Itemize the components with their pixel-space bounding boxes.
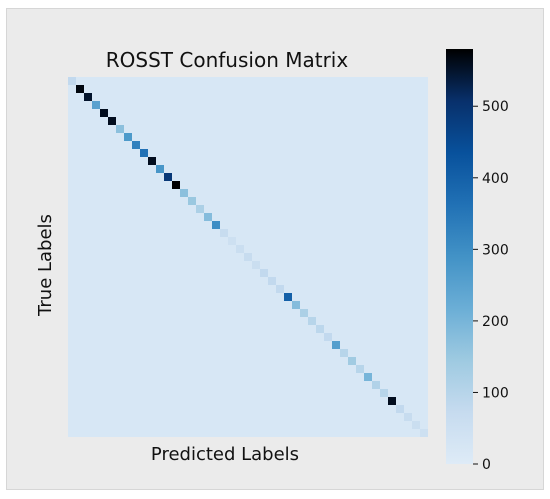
- heatmap-cell-diagonal-23: [252, 261, 260, 269]
- heatmap-cell-diagonal-1: [76, 85, 84, 93]
- heatmap-cell-diagonal-11: [156, 165, 164, 173]
- heatmap-cell-diagonal-28: [292, 301, 300, 309]
- heatmap-cell-diagonal-19: [220, 229, 228, 237]
- colorbar-tick-label-100: 100: [482, 385, 509, 401]
- colorbar-tick-label-0: 0: [482, 457, 491, 473]
- colorbar-tick-label-300: 300: [482, 242, 509, 258]
- heatmap-cell-diagonal-26: [276, 285, 284, 293]
- heatmap-cell-diagonal-18: [212, 221, 220, 229]
- heatmap-cell-diagonal-35: [348, 357, 356, 365]
- heatmap-cell-diagonal-33: [332, 341, 340, 349]
- heatmap-cell-diagonal-24: [260, 269, 268, 277]
- y-axis-label: True Labels: [35, 214, 56, 317]
- heatmap-cell-diagonal-8: [132, 141, 140, 149]
- heatmap-cell-diagonal-13: [172, 181, 180, 189]
- heatmap-grid: [68, 77, 428, 437]
- heatmap-cell-diagonal-29: [300, 309, 308, 317]
- heatmap-cell-diagonal-41: [396, 405, 404, 413]
- heatmap-cell-diagonal-16: [196, 205, 204, 213]
- heatmap-cell-diagonal-32: [324, 333, 332, 341]
- confusion-matrix-chart: ROSST Confusion Matrix Predicted Labels …: [35, 48, 509, 473]
- heatmap-cell-diagonal-34: [340, 349, 348, 357]
- heatmap-cell-diagonal-30: [308, 317, 316, 325]
- heatmap-cell-diagonal-2: [84, 93, 92, 101]
- heatmap-cell-diagonal-9: [140, 149, 148, 157]
- heatmap-cell-diagonal-14: [180, 189, 188, 197]
- colorbar-tick-label-500: 500: [482, 99, 509, 115]
- heatmap-cell-diagonal-10: [148, 157, 156, 165]
- heatmap-cell-diagonal-21: [236, 245, 244, 253]
- heatmap-cell-diagonal-12: [164, 173, 172, 181]
- heatmap-cell-diagonal-40: [388, 397, 396, 405]
- heatmap-cell-diagonal-7: [124, 133, 132, 141]
- heatmap-cell-diagonal-20: [228, 237, 236, 245]
- heatmap-cell-diagonal-27: [284, 293, 292, 301]
- heatmap-cell-diagonal-39: [380, 389, 388, 397]
- heatmap-cell-diagonal-38: [372, 381, 380, 389]
- heatmap-cell-diagonal-42: [404, 413, 412, 421]
- heatmap-cell-diagonal-17: [204, 213, 212, 221]
- colorbar-tick-label-200: 200: [482, 314, 509, 330]
- figure-panel: ROSST Confusion Matrix Predicted Labels …: [6, 8, 544, 490]
- heatmap-cell-diagonal-44: [420, 429, 428, 437]
- heatmap-cell-diagonal-3: [92, 101, 100, 109]
- heatmap-cell-diagonal-43: [412, 421, 420, 429]
- heatmap-cell-diagonal-15: [188, 197, 196, 205]
- heatmap-cell-diagonal-5: [108, 117, 116, 125]
- heatmap-cell-diagonal-4: [100, 109, 108, 117]
- heatmap-cell-diagonal-22: [244, 253, 252, 261]
- heatmap-cell-diagonal-0: [68, 77, 76, 85]
- heatmap-cell-diagonal-36: [356, 365, 364, 373]
- heatmap-cell-diagonal-6: [116, 125, 124, 133]
- colorbar-tick-label-400: 400: [482, 171, 509, 187]
- colorbar-ticks: 0 100 200 300 400 500: [473, 99, 509, 473]
- heatmap-cell-diagonal-31: [316, 325, 324, 333]
- x-axis-label: Predicted Labels: [151, 444, 299, 465]
- heatmap-cell-diagonal-25: [268, 277, 276, 285]
- heatmap-cell-diagonal-37: [364, 373, 372, 381]
- chart-title: ROSST Confusion Matrix: [106, 48, 349, 72]
- colorbar: [446, 49, 473, 464]
